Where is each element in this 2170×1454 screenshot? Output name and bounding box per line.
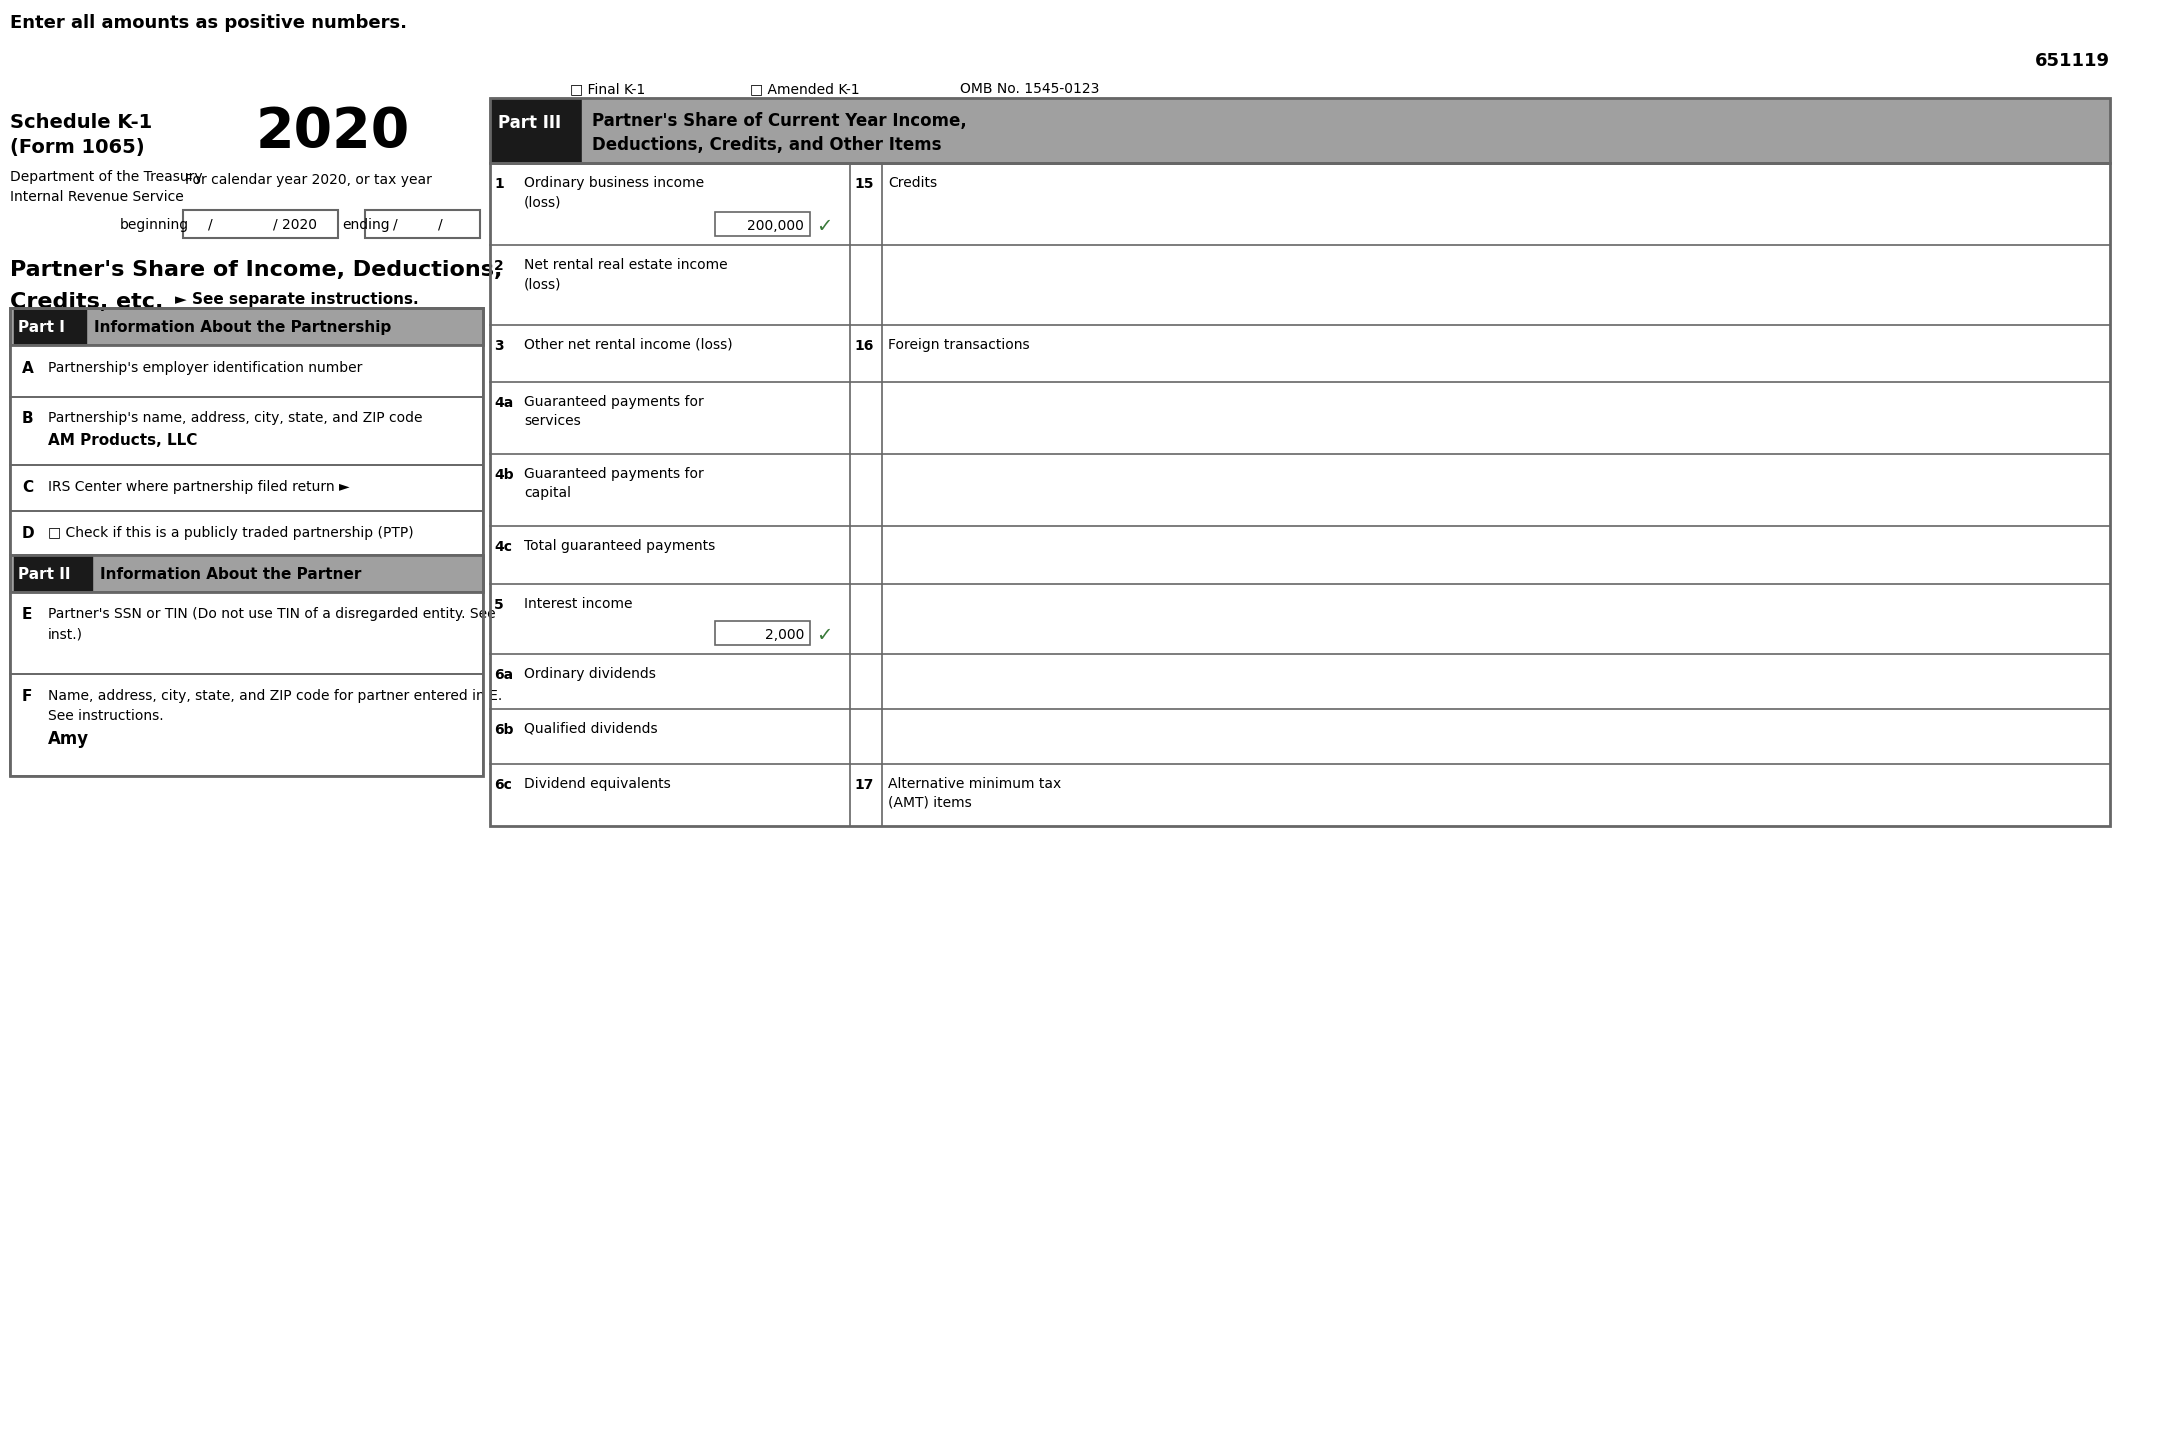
Text: Guaranteed payments for: Guaranteed payments for xyxy=(523,395,703,409)
Text: Credits, etc.: Credits, etc. xyxy=(11,292,163,313)
Bar xyxy=(13,308,87,345)
Bar xyxy=(11,345,484,397)
Text: OMB No. 1545-0123: OMB No. 1545-0123 xyxy=(959,81,1100,96)
Text: Amy: Amy xyxy=(48,730,89,747)
Text: 6a: 6a xyxy=(495,667,512,682)
Text: 2020: 2020 xyxy=(256,105,410,158)
Text: ending: ending xyxy=(343,218,391,233)
Text: AM Products, LLC: AM Products, LLC xyxy=(48,433,197,448)
Text: 1: 1 xyxy=(495,177,503,190)
Text: / 2020: / 2020 xyxy=(273,218,317,233)
Text: Partner's SSN or TIN (Do not use TIN of a disregarded entity. See: Partner's SSN or TIN (Do not use TIN of … xyxy=(48,606,495,621)
Bar xyxy=(714,621,809,646)
Text: /: / xyxy=(438,218,443,233)
Text: Interest income: Interest income xyxy=(523,598,631,611)
Text: □ Final K-1: □ Final K-1 xyxy=(571,81,644,96)
Bar xyxy=(11,675,484,776)
Bar xyxy=(490,97,582,163)
Text: Deductions, Credits, and Other Items: Deductions, Credits, and Other Items xyxy=(592,137,942,154)
Text: 651119: 651119 xyxy=(2035,52,2109,70)
Text: capital: capital xyxy=(523,486,571,500)
Text: 6c: 6c xyxy=(495,778,512,792)
Text: 4a: 4a xyxy=(495,395,514,410)
Text: 6b: 6b xyxy=(495,723,514,737)
Text: services: services xyxy=(523,414,582,427)
Text: Alternative minimum tax: Alternative minimum tax xyxy=(888,776,1061,791)
Text: Internal Revenue Service: Internal Revenue Service xyxy=(11,190,184,204)
Text: Qualified dividends: Qualified dividends xyxy=(523,723,658,736)
Text: A: A xyxy=(22,361,35,377)
Text: See instructions.: See instructions. xyxy=(48,710,163,723)
Text: Part II: Part II xyxy=(17,567,69,582)
Text: For calendar year 2020, or tax year: For calendar year 2020, or tax year xyxy=(184,173,432,188)
Bar xyxy=(11,465,484,510)
Bar xyxy=(11,308,484,345)
Text: inst.): inst.) xyxy=(48,627,82,641)
Text: C: C xyxy=(22,480,33,494)
Text: Credits: Credits xyxy=(888,176,937,190)
Text: Foreign transactions: Foreign transactions xyxy=(888,337,1029,352)
Bar xyxy=(11,308,484,776)
Text: Part I: Part I xyxy=(17,320,65,334)
Text: B: B xyxy=(22,411,33,426)
Bar xyxy=(582,97,2109,163)
Text: Partnership's employer identification number: Partnership's employer identification nu… xyxy=(48,361,362,375)
Bar xyxy=(11,555,484,592)
Text: 4c: 4c xyxy=(495,539,512,554)
Text: Dividend equivalents: Dividend equivalents xyxy=(523,776,671,791)
Text: (loss): (loss) xyxy=(523,195,562,209)
Text: /: / xyxy=(208,218,213,233)
Text: □ Check if this is a publicly traded partnership (PTP): □ Check if this is a publicly traded par… xyxy=(48,526,414,539)
Text: Net rental real estate income: Net rental real estate income xyxy=(523,257,727,272)
Bar xyxy=(13,555,91,592)
Text: ► See separate instructions.: ► See separate instructions. xyxy=(176,292,419,307)
Text: D: D xyxy=(22,526,35,541)
Text: 4b: 4b xyxy=(495,468,514,481)
Text: (AMT) items: (AMT) items xyxy=(888,795,972,810)
Text: 3: 3 xyxy=(495,339,503,353)
Bar xyxy=(11,555,484,592)
Text: (loss): (loss) xyxy=(523,278,562,291)
Bar xyxy=(714,212,809,236)
Text: IRS Center where partnership filed return ►: IRS Center where partnership filed retur… xyxy=(48,480,349,494)
Text: Total guaranteed payments: Total guaranteed payments xyxy=(523,539,716,553)
Text: Enter all amounts as positive numbers.: Enter all amounts as positive numbers. xyxy=(11,15,408,32)
Bar xyxy=(182,209,339,238)
Text: Name, address, city, state, and ZIP code for partner entered in E.: Name, address, city, state, and ZIP code… xyxy=(48,689,501,702)
Text: Department of the Treasury: Department of the Treasury xyxy=(11,170,202,185)
Text: Information About the Partner: Information About the Partner xyxy=(100,567,362,582)
Bar xyxy=(490,163,2109,826)
Text: Part III: Part III xyxy=(497,113,562,132)
Text: 2: 2 xyxy=(495,259,503,273)
Text: beginning: beginning xyxy=(119,218,189,233)
Text: □ Amended K-1: □ Amended K-1 xyxy=(751,81,859,96)
Text: Ordinary dividends: Ordinary dividends xyxy=(523,667,655,680)
Text: E: E xyxy=(22,606,33,622)
Text: Information About the Partnership: Information About the Partnership xyxy=(93,320,391,334)
Text: 15: 15 xyxy=(855,177,875,190)
Text: Partner's Share of Income, Deductions,: Partner's Share of Income, Deductions, xyxy=(11,260,503,281)
Text: 5: 5 xyxy=(495,598,503,612)
Text: Ordinary business income: Ordinary business income xyxy=(523,176,703,190)
Bar xyxy=(11,510,484,555)
Bar xyxy=(11,308,484,345)
Bar xyxy=(11,397,484,465)
Text: (Form 1065): (Form 1065) xyxy=(11,138,145,157)
Text: 17: 17 xyxy=(855,778,872,792)
Text: F: F xyxy=(22,689,33,704)
Text: Schedule K-1: Schedule K-1 xyxy=(11,113,152,132)
Text: Guaranteed payments for: Guaranteed payments for xyxy=(523,467,703,481)
Bar xyxy=(365,209,480,238)
Text: Partnership's name, address, city, state, and ZIP code: Partnership's name, address, city, state… xyxy=(48,411,423,425)
Bar xyxy=(11,592,484,675)
Text: 200,000: 200,000 xyxy=(746,220,805,233)
Text: 16: 16 xyxy=(855,339,872,353)
Text: ✓: ✓ xyxy=(816,217,833,236)
Text: Other net rental income (loss): Other net rental income (loss) xyxy=(523,337,733,352)
Bar xyxy=(490,97,2109,163)
Text: ✓: ✓ xyxy=(816,627,833,646)
Text: 2,000: 2,000 xyxy=(764,628,805,643)
Text: Partner's Share of Current Year Income,: Partner's Share of Current Year Income, xyxy=(592,112,968,129)
Text: /: / xyxy=(393,218,397,233)
